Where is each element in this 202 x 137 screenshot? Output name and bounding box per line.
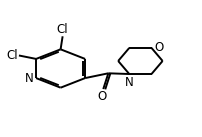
Text: N: N	[25, 72, 34, 85]
Text: Cl: Cl	[6, 49, 18, 62]
Text: O: O	[154, 41, 163, 54]
Text: Cl: Cl	[57, 23, 68, 36]
Text: N: N	[124, 76, 133, 89]
Text: O: O	[97, 90, 106, 103]
